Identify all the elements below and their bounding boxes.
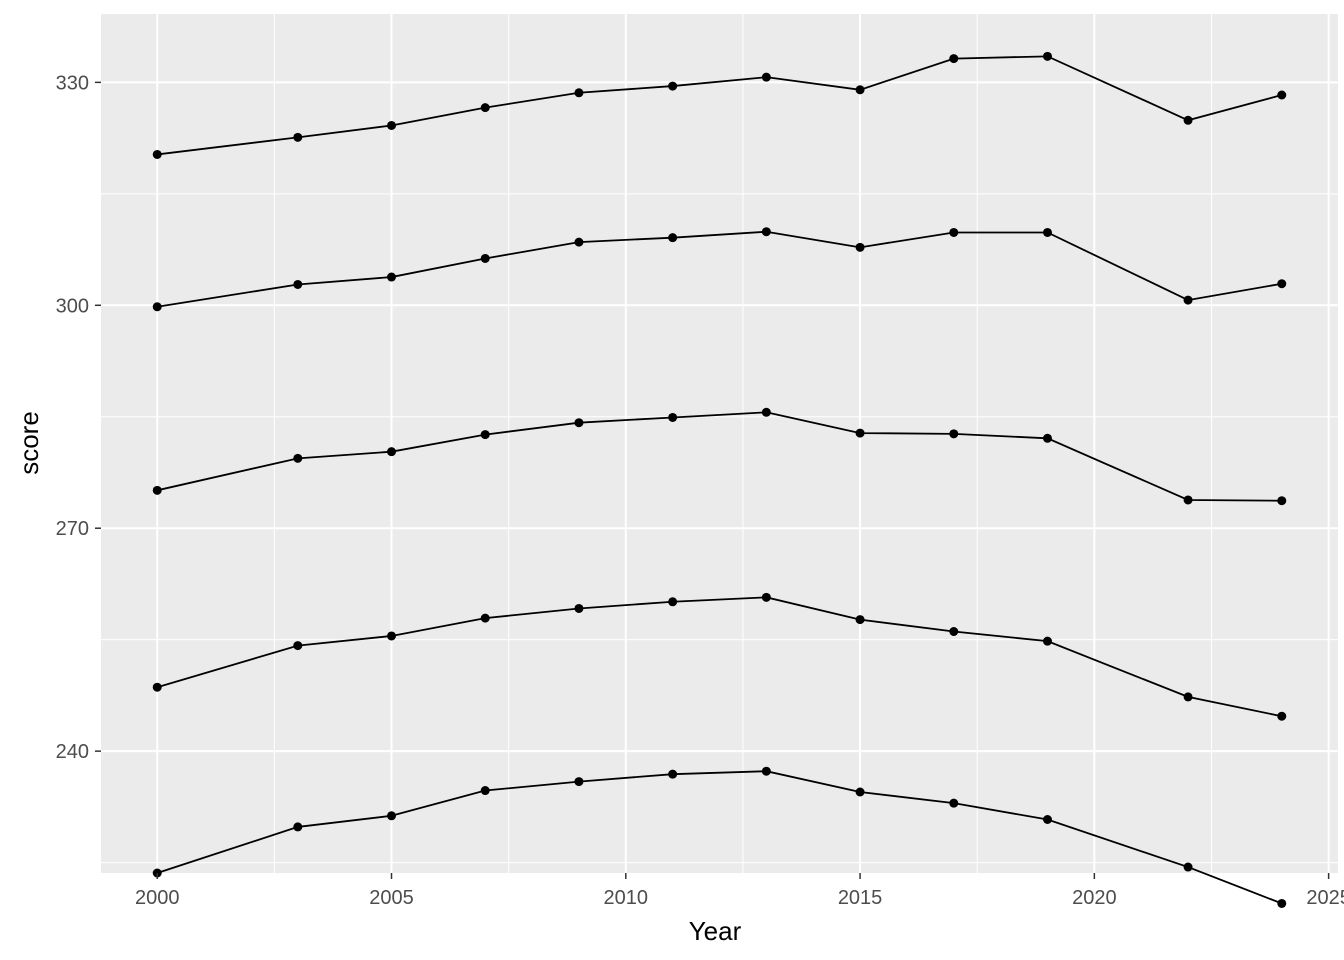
- data-point: [1277, 496, 1287, 506]
- data-point: [949, 227, 959, 237]
- series-line: [156, 596, 1282, 718]
- series-2: [152, 227, 1287, 312]
- data-point: [152, 485, 162, 495]
- y-tick-label: 330: [56, 72, 89, 94]
- x-tick-label: 2005: [369, 887, 414, 909]
- data-point: [1042, 227, 1052, 237]
- data-point: [1042, 51, 1052, 61]
- data-point: [293, 453, 303, 463]
- data-point: [668, 233, 678, 243]
- data-point: [949, 626, 959, 636]
- data-point: [1277, 279, 1287, 289]
- data-point: [761, 227, 771, 237]
- y-tick-label: 240: [56, 741, 89, 763]
- data-point: [1042, 636, 1052, 646]
- x-tick-label: 2010: [604, 887, 649, 909]
- data-point: [1183, 692, 1193, 702]
- data-point: [1183, 295, 1193, 305]
- data-point: [480, 786, 490, 796]
- data-point: [293, 641, 303, 651]
- data-point: [480, 613, 490, 623]
- data-point: [152, 149, 162, 159]
- y-tick-label: 300: [56, 295, 89, 317]
- data-point: [574, 237, 584, 247]
- data-point: [480, 253, 490, 263]
- data-point: [152, 302, 162, 312]
- series-4: [152, 592, 1287, 721]
- data-point: [855, 615, 865, 625]
- data-point: [574, 603, 584, 613]
- data-point: [1277, 90, 1287, 100]
- data-point: [387, 631, 397, 641]
- minor-gridlines: [101, 14, 1338, 873]
- data-point: [668, 597, 678, 607]
- data-point: [761, 407, 771, 417]
- data-point: [949, 54, 959, 64]
- x-axis: 2000 2005 2010 2015 2020 2025: [135, 873, 1344, 909]
- series-line: [157, 411, 1282, 502]
- data-point: [1277, 898, 1287, 908]
- series-1: [152, 51, 1287, 159]
- data-point: [668, 412, 678, 422]
- data-point: [152, 682, 162, 692]
- y-axis: 240 270 300 330: [56, 72, 101, 763]
- series-layer: [152, 51, 1287, 908]
- data-point: [761, 592, 771, 602]
- data-point: [668, 81, 678, 91]
- series-3: [152, 407, 1287, 506]
- data-point: [949, 429, 959, 439]
- series-5: [152, 766, 1287, 908]
- data-point: [1042, 814, 1052, 824]
- data-point: [293, 132, 303, 142]
- data-point: [574, 418, 584, 428]
- x-tick-label: 2025: [1306, 887, 1344, 909]
- y-tick-label: 270: [56, 518, 89, 540]
- major-gridlines: [101, 14, 1338, 873]
- data-point: [293, 279, 303, 289]
- data-point: [761, 766, 771, 776]
- data-point: [387, 272, 397, 282]
- data-point: [574, 88, 584, 98]
- data-point: [855, 242, 865, 252]
- x-axis-title: Year: [689, 916, 742, 946]
- data-point: [1183, 495, 1193, 505]
- data-point: [574, 777, 584, 787]
- x-tick-label: 2020: [1072, 887, 1117, 909]
- data-point: [293, 822, 303, 832]
- data-point: [668, 769, 678, 779]
- data-point: [480, 103, 490, 113]
- series-line: [157, 230, 1282, 308]
- series-line: [157, 55, 1283, 156]
- data-point: [387, 811, 397, 821]
- data-point: [480, 430, 490, 440]
- plot-panel: [101, 14, 1338, 873]
- data-point: [387, 120, 397, 130]
- data-point: [761, 72, 771, 82]
- data-point: [387, 447, 397, 457]
- data-point: [949, 798, 959, 808]
- data-point: [855, 428, 865, 438]
- data-point: [1277, 711, 1287, 721]
- data-point: [1042, 433, 1052, 443]
- x-tick-label: 2015: [838, 887, 883, 909]
- data-point: [855, 787, 865, 797]
- y-axis-title: score: [14, 411, 44, 475]
- data-point: [855, 85, 865, 95]
- data-point: [1183, 862, 1193, 872]
- series-line: [156, 770, 1283, 905]
- data-point: [1183, 115, 1193, 125]
- x-tick-label: 2000: [135, 887, 180, 909]
